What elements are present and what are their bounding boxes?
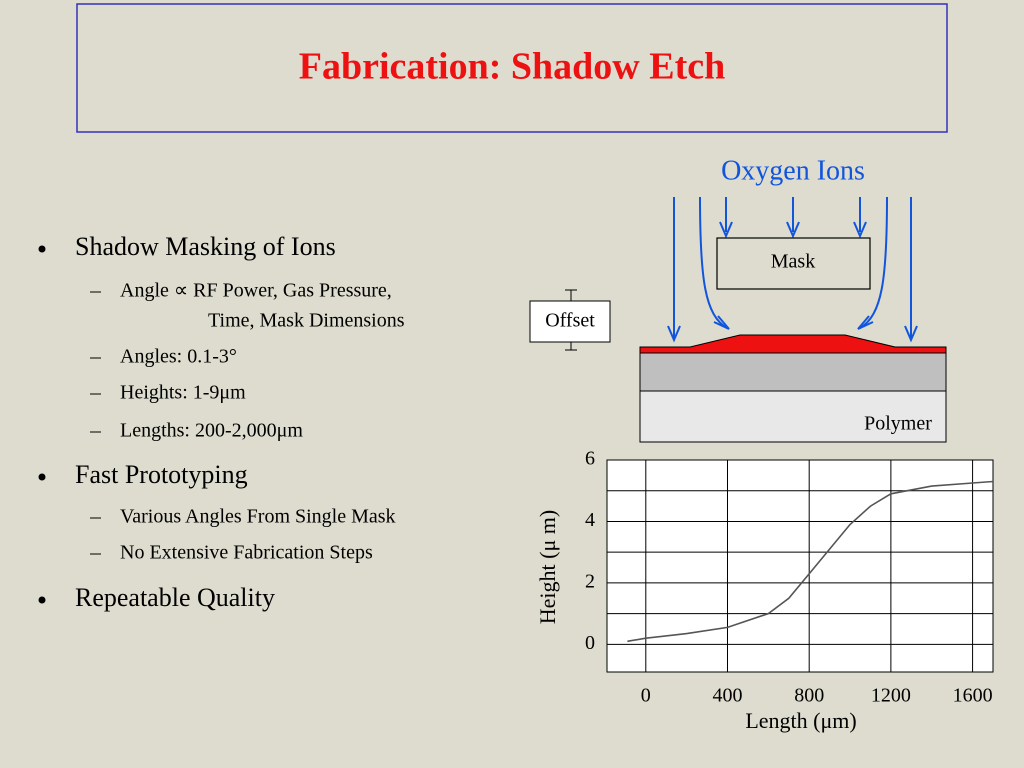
x-tick-label: 1200 [871,685,911,707]
y-tick-label: 6 [585,448,595,470]
polymer-label: Polymer [864,413,932,435]
mask-label: Mask [771,251,815,273]
sub-text: No Extensive Fabrication Steps [120,542,373,564]
bullets: Shadow Masking of Ions Angle ∝ RF Power, … [38,232,405,612]
title: Fabrication: Shadow Etch [299,46,725,88]
x-tick-label: 1600 [953,685,993,707]
bullet-text: Fast Prototyping [75,460,248,489]
bullet-dot [38,596,46,604]
offset-box [529,300,611,343]
arrow-heads [667,221,918,343]
bullet-text: Shadow Masking of Ions [75,232,336,261]
sub-text: Lengths: 200-2,000μm [120,420,303,442]
y-tick-label: 0 [585,632,595,654]
sub-text: Time, Mask Dimensions [208,310,405,332]
sub-text: Angles: 0.1-3° [120,346,237,368]
sub-text: Angle ∝ RF Power, Gas Pressure, [120,280,392,302]
x-tick-label: 800 [794,685,824,707]
curve [627,480,994,643]
layer [639,352,947,392]
y-tick-label: 2 [585,570,595,592]
bullet-text: Repeatable Quality [75,583,275,612]
plot-area [606,459,994,673]
ion-arrows [673,196,912,338]
x-axis-label: Length (μm) [745,708,856,733]
mask [716,237,871,290]
bullet-dot [38,473,46,481]
y-axis-label: Height (μ m) [535,510,560,624]
bullet-dot [38,245,46,253]
ions-label: Oxygen Ions [721,155,865,186]
title-box [76,3,948,133]
offset-label: Offset [545,310,595,332]
chart: Length (μm) Height (μ m) 0 2 4 6 0 400 800 1200… [535,448,994,733]
polymer [639,390,947,443]
etched-layer [639,334,947,354]
y-tick-label: 4 [585,509,595,531]
sub-text: Heights: 1-9μm [120,382,246,404]
x-tick-label: 0 [641,685,651,707]
sub-text: Various Angles From Single Mask [120,506,396,528]
x-tick-label: 400 [712,685,742,707]
diagram: Oxygen Ions Mask Offset Polymer [529,155,947,443]
